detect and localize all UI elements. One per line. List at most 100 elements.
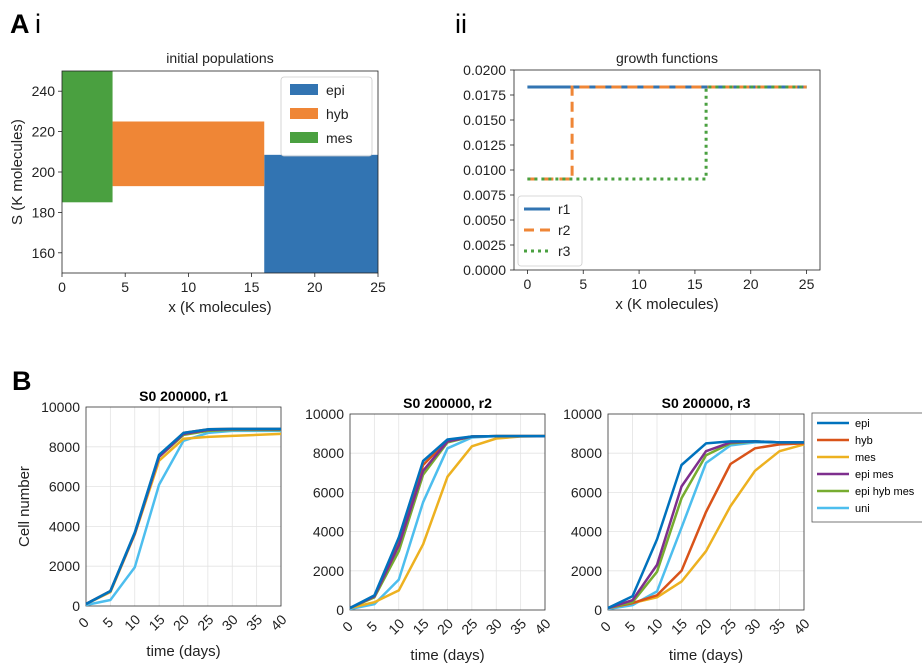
y-tick-label: 4000 (313, 524, 344, 540)
y-tick-label: 0.0075 (463, 187, 506, 203)
y-tick-label: 0.0100 (463, 162, 506, 178)
y-axis-label: S (K molecules) (9, 119, 26, 225)
x-tick-label: 20 (170, 611, 192, 633)
x-tick-label: 0 (75, 614, 92, 631)
y-tick-label: 0.0000 (463, 262, 506, 278)
x-tick-label: 15 (409, 615, 431, 637)
y-tick-label: 10000 (41, 399, 80, 415)
y-tick-label: 10000 (563, 406, 602, 422)
y-tick-label: 4000 (571, 524, 602, 540)
y-tick-label: 8000 (571, 445, 602, 461)
y-tick-label: 180 (32, 204, 56, 220)
y-tick-label: 0.0150 (463, 112, 506, 128)
x-tick-label: 0 (339, 618, 356, 635)
x-tick-label: 15 (687, 276, 703, 292)
x-axis-label: time (days) (410, 647, 484, 664)
plot-frame (607, 413, 805, 611)
growth-functions-chart: 0 5 10 15 20 25 0.0000 0.0025 0.0050 0.0075 0.0100… (463, 50, 821, 313)
cell-number-r1-chart: 0 5 10 15 20 25 30 35 400200040006000800010000S0… (16, 388, 290, 660)
cell-number-r3-chart: 0 5 10 15 20 25 30 35 400200040006000800010000S0… (563, 395, 922, 664)
population-rect-mes (62, 71, 113, 203)
population-rect-epi (264, 154, 378, 273)
y-tick-label: 0 (72, 598, 80, 614)
x-tick-label: 10 (181, 279, 197, 295)
panel-label-b: B (12, 366, 32, 396)
y-tick-label: 240 (32, 83, 56, 99)
x-axis-label: x (K molecules) (615, 296, 718, 313)
legend-label-mes: mes (326, 130, 352, 146)
y-tick-label: 0.0200 (463, 62, 506, 78)
x-tick-label: 5 (579, 276, 587, 292)
x-tick-label: 25 (194, 611, 216, 633)
legend-swatch-epi (290, 84, 318, 95)
y-tick-label: 0.0025 (463, 237, 506, 253)
x-tick-label: 0 (524, 276, 532, 292)
y-tick-label: 4000 (49, 518, 80, 534)
x-tick-label: 15 (145, 611, 167, 633)
y-tick-label: 2000 (49, 558, 80, 574)
x-tick-label: 35 (766, 615, 788, 637)
x-axis-label: time (days) (669, 647, 743, 664)
x-tick-label: 30 (483, 615, 505, 637)
legend-label-r1: r1 (558, 201, 571, 217)
y-tick-label: 0 (336, 602, 344, 618)
x-axis-label: x (K molecules) (168, 299, 271, 316)
series-line-r2 (527, 85, 807, 181)
x-tick-label: 30 (219, 611, 241, 633)
series-line-epi (349, 434, 545, 610)
x-tick-label: 20 (692, 615, 714, 637)
y-tick-label: 0.0125 (463, 137, 506, 153)
legend-label-epi-mes: epi mes (855, 469, 894, 481)
y-axis-label: Cell number (16, 466, 33, 547)
chart-title: S0 200000, r2 (403, 395, 492, 411)
chart-title: S0 200000, r3 (662, 395, 751, 411)
x-tick-label: 25 (717, 615, 739, 637)
chart-title: growth functions (616, 50, 718, 66)
x-tick-label: 5 (121, 279, 129, 295)
legend-label-epi-hyb-mes: epi hyb mes (855, 486, 915, 498)
legend-label-epi: epi (855, 418, 870, 430)
y-tick-label: 0.0050 (463, 212, 506, 228)
y-tick-label: 0.0175 (463, 87, 506, 103)
legend-swatch-hyb (290, 108, 318, 119)
x-tick-label: 0 (597, 618, 614, 635)
initial-populations-chart: 0 5 10 15 20 25 160 180 200 220 240 initial populat… (9, 50, 386, 316)
panel-label-a-ii: ii (455, 9, 467, 39)
x-tick-label: 20 (743, 276, 759, 292)
y-tick-label: 6000 (571, 484, 602, 500)
legend: epi hyb mes (280, 76, 373, 157)
plot-frame (349, 413, 546, 611)
y-tick-label: 6000 (313, 484, 344, 500)
x-tick-label: 25 (370, 279, 386, 295)
x-tick-label: 35 (243, 611, 265, 633)
x-tick-label: 20 (434, 615, 456, 637)
x-tick-label: 40 (267, 611, 289, 633)
x-tick-label: 10 (631, 276, 647, 292)
y-tick-label: 160 (32, 245, 56, 261)
x-axis-label: time (days) (146, 643, 220, 660)
y-tick-label: 2000 (571, 563, 602, 579)
panel-label-a-i: i (35, 9, 41, 39)
x-tick-label: 35 (507, 615, 529, 637)
x-tick-label: 0 (58, 279, 66, 295)
legend-box (811, 412, 922, 523)
chart-title: S0 200000, r1 (139, 388, 228, 404)
cell-number-r2-chart: 0 5 10 15 20 25 30 35 400200040006000800010000S0… (305, 395, 554, 664)
x-tick-label: 30 (741, 615, 763, 637)
legend-label-epi: epi (326, 82, 345, 98)
x-tick-label: 5 (99, 614, 116, 631)
chart-title: initial populations (166, 50, 273, 66)
y-tick-label: 200 (32, 164, 56, 180)
legend: epi hyb mes epi mes epi hyb mes uni (811, 412, 922, 523)
x-tick-label: 20 (307, 279, 323, 295)
x-tick-label: 5 (622, 618, 639, 635)
legend-swatch-mes (290, 132, 318, 143)
y-tick-label: 0 (594, 602, 602, 618)
x-tick-label: 10 (385, 615, 407, 637)
legend-label-r2: r2 (558, 222, 571, 238)
legend-label-hyb: hyb (326, 106, 349, 122)
x-tick-label: 5 (363, 618, 380, 635)
legend-label-r3: r3 (558, 243, 571, 259)
x-tick-label: 25 (458, 615, 480, 637)
